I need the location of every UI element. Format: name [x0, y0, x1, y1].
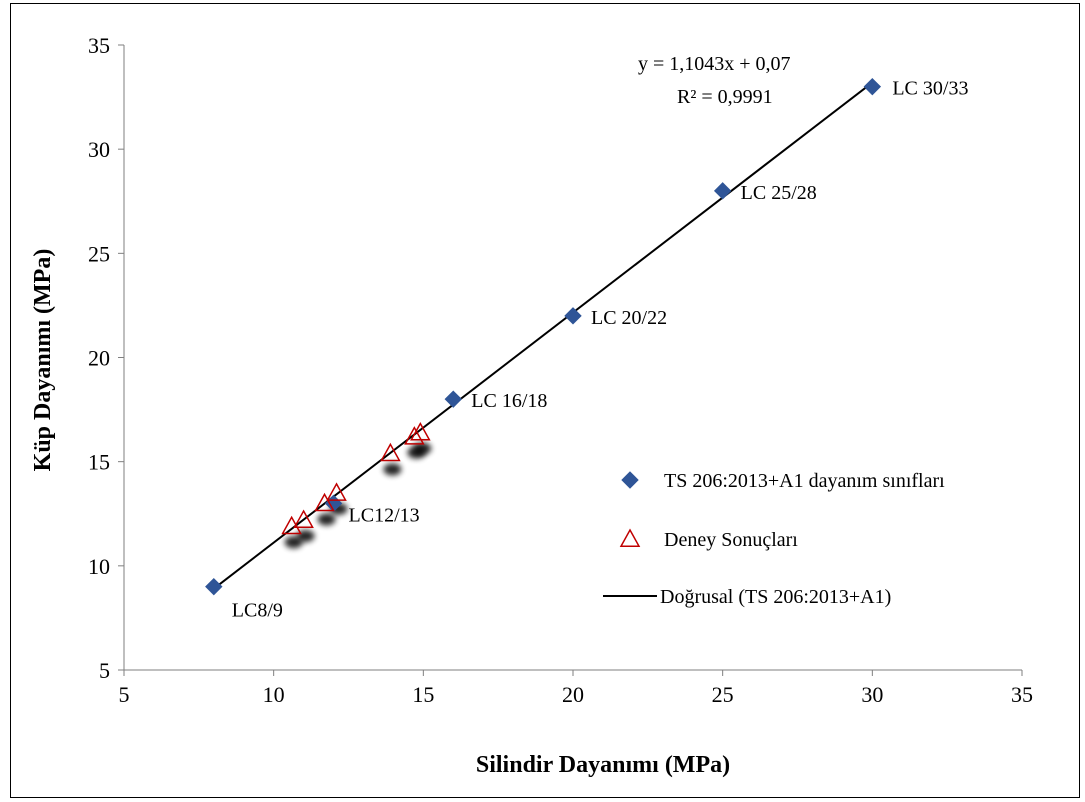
legend-diamond-icon	[621, 471, 639, 489]
point-label: LC 16/18	[471, 390, 547, 412]
axes	[118, 44, 1023, 676]
diamond-marker	[205, 577, 223, 596]
diamond-marker	[444, 390, 462, 408]
legend-entry-label: Deney Sonuçları	[664, 529, 798, 551]
point-label: LC 25/28	[741, 182, 817, 204]
marker-shadow	[317, 513, 336, 526]
x-tick-label: 30	[861, 682, 883, 707]
y-tick-label: 10	[88, 554, 110, 579]
legend: TS 206:2013+A1 dayanım sınıfları Deney So…	[603, 470, 945, 608]
legend-triangle-icon	[619, 528, 641, 547]
trendline	[213, 81, 873, 590]
triangle-marker	[404, 426, 425, 445]
diamond-marker	[564, 307, 582, 325]
x-tick-label: 20	[562, 682, 584, 707]
y-tick-label: 15	[88, 450, 110, 475]
legend-entry-label: TS 206:2013+A1 dayanım sınıfları	[664, 470, 945, 492]
y-tick-label: 30	[88, 137, 110, 162]
triangle-marker	[326, 482, 347, 501]
chart-frame	[10, 3, 1080, 798]
legend-entry-label: Doğrusal (TS 206:2013+A1)	[660, 586, 891, 608]
triangle-marker	[314, 492, 335, 512]
point-label: LC 30/33	[892, 78, 968, 100]
diamond-marker	[713, 182, 732, 200]
marker-shadow	[413, 442, 432, 455]
x-tick-label: 35	[1011, 682, 1033, 707]
point-labels: LC8/9 LC12/13 LC 16/18 LC 20/22 LC 25/28 LC 3…	[232, 78, 969, 622]
y-tick-label: 25	[88, 241, 110, 266]
x-tick-label: 10	[263, 682, 285, 707]
triangle-marker	[410, 421, 431, 441]
y-tick-label: 5	[99, 658, 110, 683]
x-tick-label: 25	[712, 682, 734, 707]
trend-r-squared: R² = 0,9991	[677, 86, 773, 108]
triangle-marker	[380, 442, 401, 462]
x-tick-label: 15	[412, 682, 434, 707]
diamond-marker	[863, 77, 882, 96]
x-axis-title: Silindir Dayanımı (MPa)	[476, 752, 730, 778]
triangle-marker	[293, 509, 314, 528]
tick-labels: 5 10 15 20 25 30 35 5 10 15 20 25 30 35	[88, 33, 1033, 707]
y-tick-label: 35	[88, 33, 110, 58]
y-axis-title: Küp Dayanımı (MPa)	[30, 249, 56, 472]
marker-shadow	[383, 463, 402, 476]
point-label: LC8/9	[232, 600, 283, 622]
point-label: LC 20/22	[591, 307, 667, 329]
data-markers	[205, 77, 882, 596]
trend-equation: y = 1,1043x + 0,07	[638, 53, 791, 75]
trendline-group	[213, 81, 873, 590]
x-tick-label: 5	[119, 682, 130, 707]
y-tick-label: 20	[88, 346, 110, 371]
point-label: LC12/13	[349, 504, 420, 526]
